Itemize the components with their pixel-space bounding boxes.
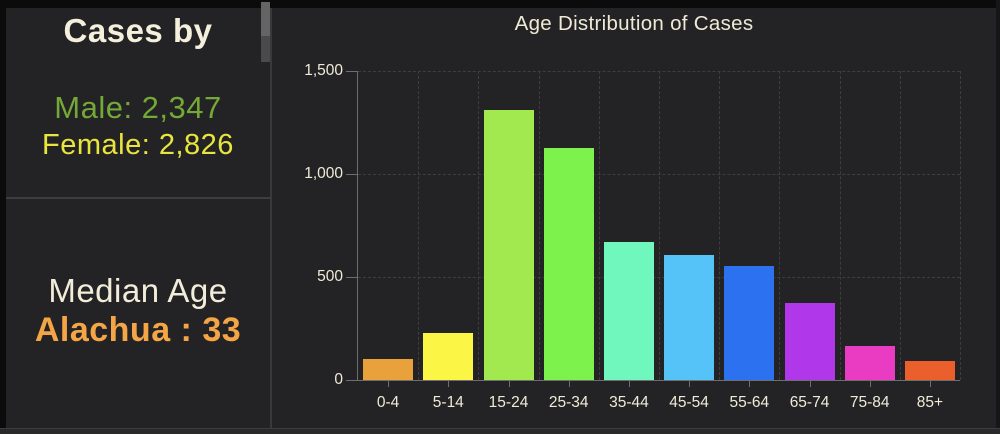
y-axis-tick-label: 0: [334, 371, 343, 388]
x-axis-tick: [749, 380, 751, 387]
x-axis-label: 55-64: [729, 394, 770, 411]
x-axis-tick: [508, 380, 510, 387]
female-cases-count: Female: 2,826: [42, 129, 234, 161]
panel-divider: [270, 0, 272, 428]
x-axis-tick: [869, 380, 871, 387]
bar-chart-plot: 0 500 1,000 1,500 0-4 5-14 15-24 25-34 35-44 45-5…: [304, 62, 961, 411]
bar-5-14[interactable]: [423, 332, 474, 380]
bar-15-24[interactable]: [483, 110, 534, 380]
y-axis-tick-label: 500: [317, 268, 343, 285]
bar-0-4[interactable]: [363, 359, 414, 380]
bar-55-64[interactable]: [724, 265, 775, 380]
male-cases-count: Male: 2,347: [54, 90, 222, 125]
x-axis-label: 65-74: [789, 394, 830, 411]
x-axis-label: 15-24: [488, 394, 529, 411]
bar-slot: 5-14: [418, 71, 478, 411]
bar-slot: 25-34: [539, 71, 599, 411]
vertical-gridline: [418, 71, 420, 380]
vertical-gridline: [779, 71, 781, 380]
bar-slot: 75-84: [840, 71, 900, 411]
bar-slot: 85+: [900, 71, 960, 411]
chart-title: Age Distribution of Cases: [514, 12, 754, 35]
bar-slot: 45-54: [659, 71, 719, 411]
median-age-value: Alachua : 33: [34, 311, 242, 349]
x-axis-label: 25-34: [548, 394, 589, 411]
vertical-gridline: [899, 71, 901, 380]
x-axis-tick: [568, 380, 570, 387]
bar-slots: 0-4 5-14 15-24 25-34 35-44 45-54 55-64 65-74 75-…: [358, 71, 960, 411]
x-axis-label: 0-4: [376, 394, 400, 411]
x-axis-label: 75-84: [849, 394, 890, 411]
sidebar-section-divider: [0, 197, 270, 199]
vertical-gridline: [478, 71, 480, 380]
vertical-gridline: [719, 71, 721, 380]
window-edge-bottom: [0, 428, 1000, 434]
bar-75-84[interactable]: [844, 346, 895, 380]
y-axis-tick: [346, 277, 357, 278]
bar-85+[interactable]: [904, 361, 955, 380]
x-axis-tick: [929, 380, 931, 387]
window-edge-top: [0, 0, 1000, 8]
y-axis-tick: [346, 380, 357, 381]
vertical-gridline: [538, 71, 540, 380]
x-axis-label: 45-54: [669, 394, 709, 411]
x-axis-tick: [388, 380, 390, 387]
bar-slot: 65-74: [779, 71, 839, 411]
bar-slot: 15-24: [478, 71, 538, 411]
x-axis-tick: [448, 380, 450, 387]
vertical-gridline: [839, 71, 841, 380]
vertical-gridline: [960, 71, 961, 380]
x-axis-label: 35-44: [609, 394, 649, 411]
vertical-gridline: [598, 71, 600, 380]
x-axis-tick: [628, 380, 630, 387]
bar-25-34[interactable]: [543, 148, 594, 380]
scrollbar-thumb[interactable]: [261, 2, 270, 62]
bar-35-44[interactable]: [603, 241, 654, 380]
stats-sidebar: Cases by Male: 2,347 Female: 2,826 Media…: [6, 8, 270, 428]
bar-45-54[interactable]: [664, 255, 715, 380]
cases-by-title: Cases by: [63, 12, 213, 49]
y-axis-tick: [346, 71, 357, 72]
x-axis-tick: [809, 380, 811, 387]
median-age-title: Median Age: [48, 272, 228, 309]
bar-slot: 35-44: [599, 71, 659, 411]
bar-slot: 55-64: [719, 71, 779, 411]
window-edge-right: [996, 0, 1000, 434]
vertical-gridline: [659, 71, 660, 380]
x-axis-tick: [689, 380, 691, 387]
x-axis-label: 85+: [916, 394, 944, 411]
age-distribution-panel: Age Distribution of Cases 0 500 1,000 1,500…: [272, 8, 996, 428]
window-edge-left: [0, 0, 6, 434]
y-axis-tick-label: 1,500: [304, 62, 343, 79]
y-axis-tick-label: 1,000: [304, 165, 343, 182]
y-axis-tick: [346, 174, 357, 175]
bar-65-74[interactable]: [784, 302, 835, 380]
bar-slot: 0-4: [358, 71, 418, 411]
x-axis-label: 5-14: [432, 394, 464, 411]
